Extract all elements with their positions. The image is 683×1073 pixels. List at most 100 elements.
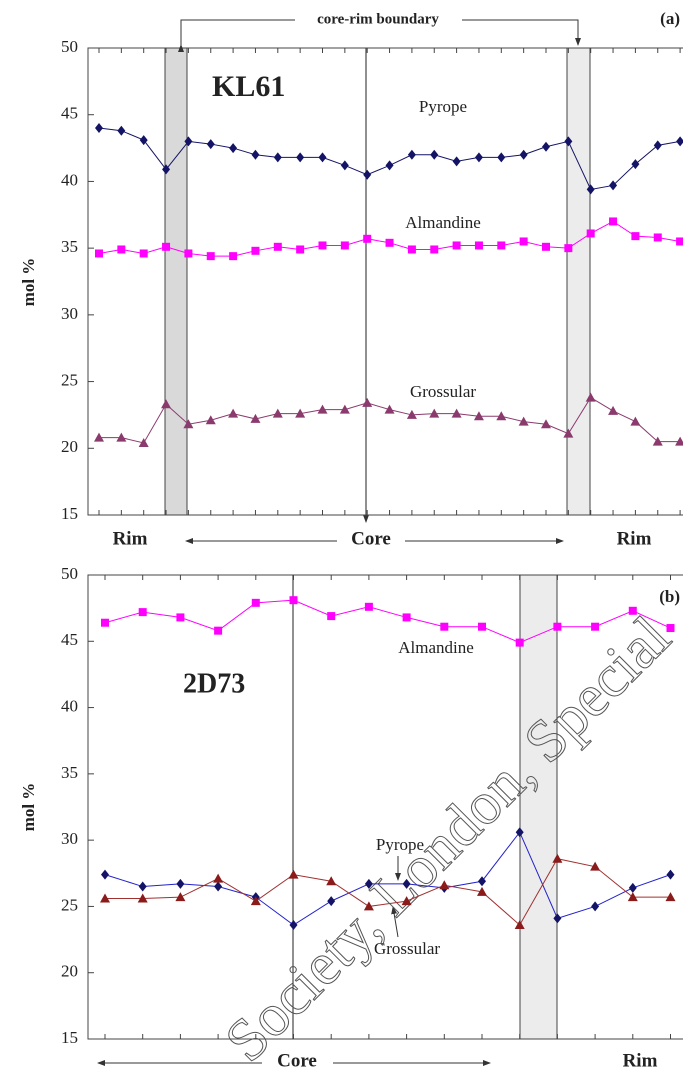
point: [451, 408, 462, 418]
point: [473, 411, 484, 421]
point: [250, 413, 261, 423]
point: [363, 169, 372, 180]
y-tick-label: 30: [61, 829, 78, 848]
point: [407, 245, 416, 254]
boundary-band: [519, 574, 558, 1040]
point: [94, 432, 104, 442]
point: [251, 246, 260, 255]
point: [318, 241, 327, 250]
point: [497, 152, 506, 163]
point: [590, 861, 601, 871]
point: [95, 123, 103, 134]
point: [101, 869, 109, 880]
y-tick-label: 15: [61, 504, 78, 523]
point: [139, 135, 148, 146]
point: [519, 237, 528, 246]
point: [363, 234, 372, 243]
boundary-band: [566, 47, 591, 516]
point: [631, 232, 640, 241]
point: [675, 436, 683, 446]
point: [515, 638, 524, 647]
point: [296, 245, 305, 254]
point: [364, 602, 373, 611]
y-tick-label: 50: [61, 564, 78, 583]
point: [452, 156, 461, 167]
point: [439, 880, 450, 890]
point: [214, 881, 223, 892]
point: [609, 217, 618, 226]
point: [385, 238, 394, 247]
point: [518, 416, 529, 426]
point: [666, 869, 675, 880]
point: [184, 249, 193, 258]
y-tick-label: 25: [61, 370, 78, 389]
point: [176, 613, 185, 622]
point: [666, 624, 675, 633]
point: [289, 919, 298, 930]
y-tick-label: 40: [61, 170, 78, 189]
point: [272, 408, 283, 418]
annotation: Rim: [113, 528, 148, 549]
series-label: Grossular: [410, 382, 476, 401]
series-label: Almandine: [398, 638, 474, 657]
point: [364, 878, 373, 889]
boundary-band: [164, 47, 188, 516]
y-tick-label: 45: [61, 104, 78, 123]
point: [340, 160, 349, 171]
y-tick-label: 40: [61, 696, 78, 715]
point: [101, 618, 109, 627]
series-line: [104, 599, 671, 644]
point: [175, 892, 186, 902]
point: [317, 404, 328, 414]
point: [327, 612, 336, 621]
point: [665, 892, 676, 902]
point: [586, 229, 595, 238]
point: [139, 249, 148, 258]
point: [213, 873, 224, 883]
point: [591, 622, 600, 631]
point: [250, 896, 261, 906]
point: [630, 416, 641, 426]
point: [295, 408, 306, 418]
point: [653, 233, 662, 242]
point: [138, 881, 147, 892]
point: [478, 876, 486, 887]
point: [273, 152, 282, 163]
point: [628, 606, 637, 615]
bracket: [462, 19, 581, 46]
point: [251, 149, 260, 160]
marks: 15 20 25 30 35 40 45 50 15 20 25 30 35 40 45 50: [61, 37, 683, 1047]
point: [229, 252, 238, 261]
point: [631, 159, 640, 170]
point: [318, 152, 327, 163]
point: [206, 252, 215, 261]
y-tick-label: 35: [61, 237, 78, 256]
point: [429, 408, 440, 418]
point: [553, 622, 562, 631]
panel-label: (a): [660, 9, 680, 28]
point: [676, 237, 683, 246]
point: [407, 149, 416, 160]
point: [206, 139, 215, 150]
point: [608, 405, 619, 415]
point: [362, 397, 373, 407]
point: [497, 241, 506, 250]
point: [385, 160, 394, 171]
point: [430, 245, 439, 254]
point: [288, 869, 299, 879]
sample-label: KL61: [212, 70, 285, 103]
bracket: [178, 19, 295, 52]
series-label: Almandine: [405, 213, 481, 232]
point: [251, 598, 260, 607]
point: [214, 626, 223, 635]
y-tick-label: 30: [61, 304, 78, 323]
point: [402, 613, 411, 622]
point: [138, 437, 149, 447]
watermark: Society, London, Special: [212, 603, 682, 1073]
point: [138, 608, 147, 617]
series-label: Grossular: [374, 939, 440, 958]
point: [229, 143, 238, 154]
annotation: Rim: [623, 1050, 658, 1071]
point: [430, 149, 439, 160]
